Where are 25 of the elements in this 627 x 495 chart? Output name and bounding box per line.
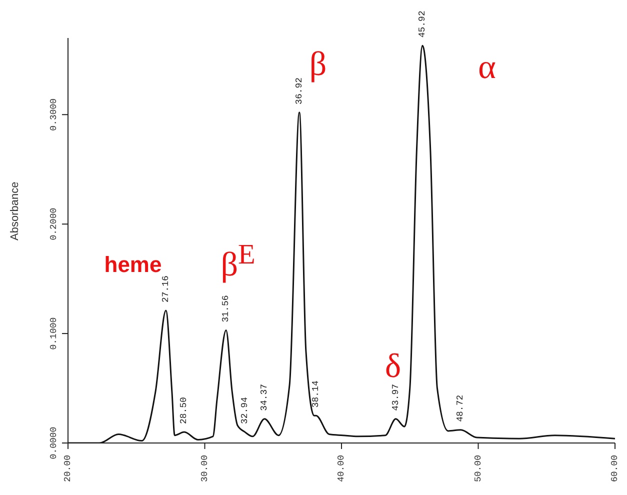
annotation: 34.37 [260,384,270,411]
x-tick-label: 50.00 [473,455,484,482]
annotation: 32.94 [240,397,250,424]
y-tick-label: 0.2000 [49,208,59,240]
annotation: β$^{E}$ [220,239,256,284]
annotation: 36.92 [294,77,304,104]
annotation: 31.56 [221,295,232,322]
annotation: δ [384,348,402,385]
y-axis-title: Absorbance [8,182,21,240]
annotation: 48.72 [456,394,466,422]
annotation: α [478,49,496,86]
x-tick-label: 40.00 [336,455,346,482]
annotation: 27.16 [160,276,171,303]
y-tick-label: 0.0000 [49,426,59,460]
annotation: heme [104,252,162,277]
annotation: 43.97 [390,384,401,411]
annotation: 38.14 [311,380,322,408]
y-tick-label: 0.3000 [49,98,59,131]
annotation: 45.92 [417,10,428,38]
x-tick-label: 30.00 [200,455,210,482]
x-tick-label: 20.00 [63,455,73,482]
y-tick-label: 0.1000 [49,317,59,350]
annotation: β [309,46,327,83]
x-tick-label: 60.00 [610,455,620,482]
annotation: 28.50 [179,397,190,424]
